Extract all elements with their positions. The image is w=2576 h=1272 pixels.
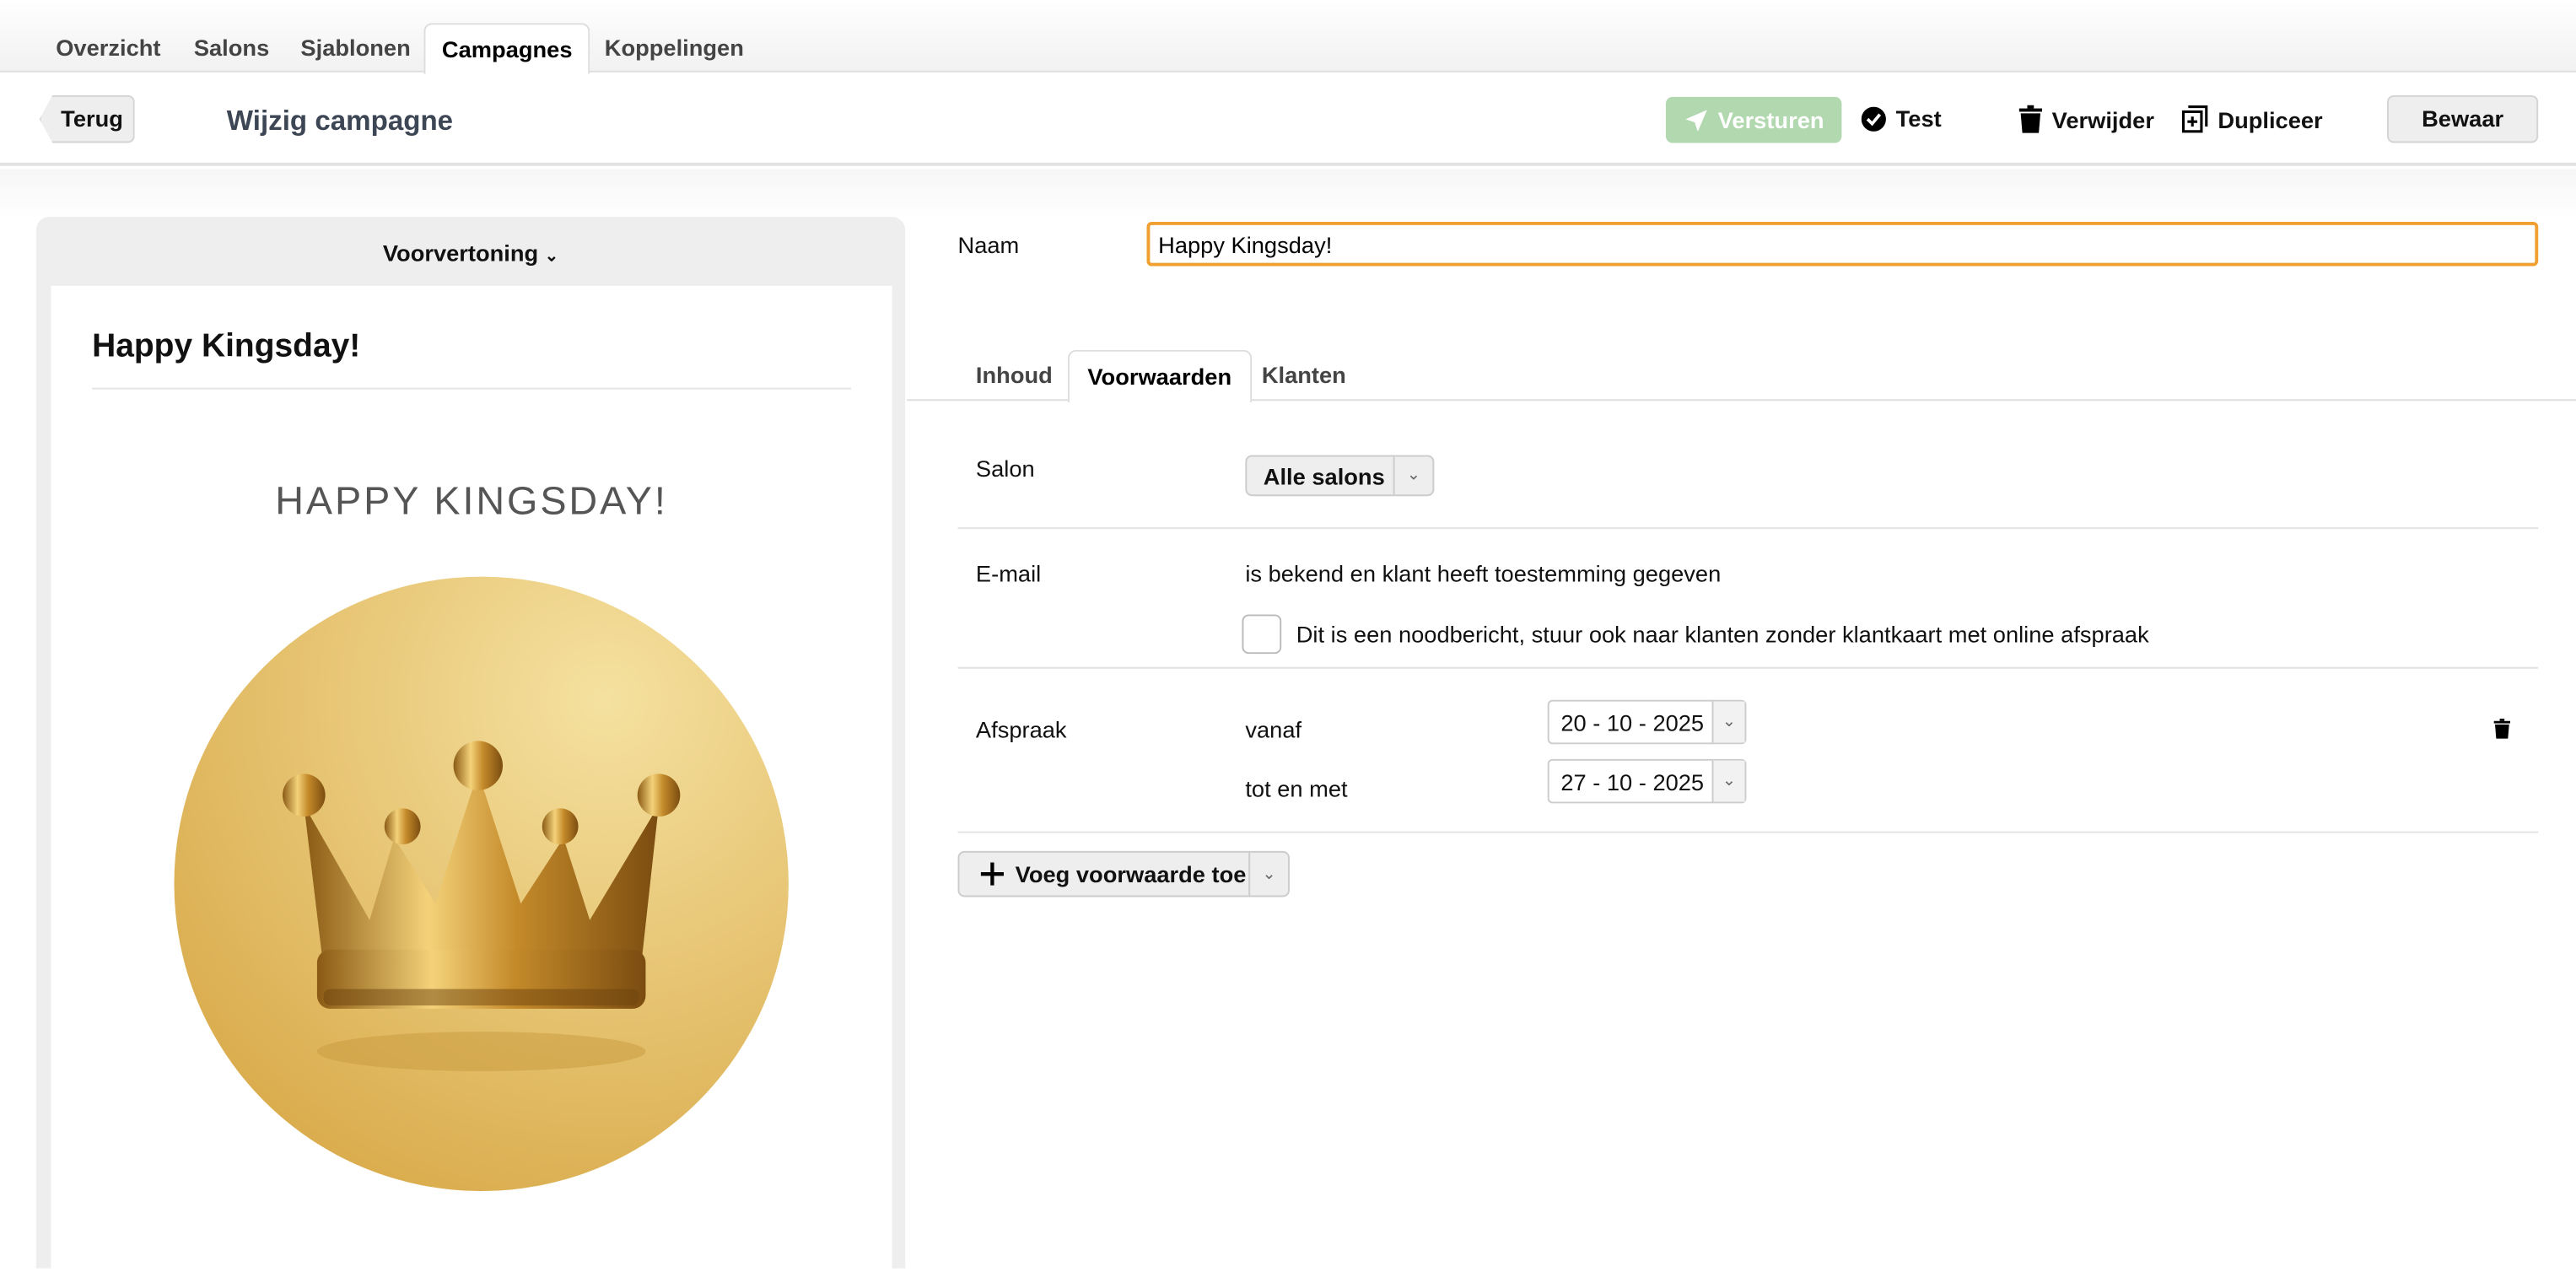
subtabs-border	[907, 399, 2576, 402]
chevron-down-icon[interactable]: ⌄	[1248, 852, 1288, 896]
check-circle-icon	[1861, 105, 1886, 131]
duplicate-label: Dupliceer	[2218, 105, 2323, 132]
plus-icon	[980, 862, 1005, 886]
nav-tab-sjablonen[interactable]: Sjablonen	[300, 34, 411, 62]
divider	[957, 527, 2539, 530]
chevron-down-icon: ⌄	[544, 248, 559, 267]
preview-toggle[interactable]: Voorvertoning ⌄	[36, 240, 905, 266]
tab-voorwaarden[interactable]: Voorwaarden	[1068, 349, 1252, 403]
from-date-input[interactable]: 20 - 10 - 2025 ⌄	[1547, 699, 1747, 745]
paper-plane-icon	[1684, 109, 1707, 131]
divider	[957, 666, 2539, 669]
salon-value: Alle salons	[1263, 462, 1385, 489]
top-nav: Overzicht Salons Sjablonen Campagnes Kop…	[0, 0, 2576, 74]
nav-tab-koppelingen[interactable]: Koppelingen	[604, 34, 744, 62]
nav-tab-overzicht[interactable]: Overzicht	[56, 34, 161, 62]
preview-heading: HAPPY KINGSDAY!	[275, 479, 668, 525]
chevron-down-icon: ⌄	[1393, 456, 1433, 495]
tab-inhoud[interactable]: Inhoud	[975, 361, 1053, 388]
salon-label: Salon	[975, 455, 1035, 482]
appointment-label: Afspraak	[975, 716, 1067, 743]
divider	[92, 387, 851, 390]
send-button[interactable]: Versturen	[1665, 96, 1842, 143]
nav-tab-salons[interactable]: Salons	[193, 34, 270, 62]
page-title: Wijzig campagne	[226, 105, 454, 137]
trash-icon	[2018, 105, 2042, 133]
preview-subject: Happy Kingsday!	[92, 328, 361, 365]
crown-image	[174, 576, 789, 1192]
trash-icon[interactable]	[2493, 718, 2511, 739]
email-condition-text: is bekend en klant heeft toestemming geg…	[1245, 560, 1722, 587]
chevron-down-icon[interactable]: ⌄	[1711, 701, 1745, 743]
page-header: Terug Wijzig campagne	[0, 73, 2576, 166]
header-shadow	[0, 169, 2576, 219]
tab-klanten[interactable]: Klanten	[1261, 361, 1346, 388]
test-label: Test	[1895, 105, 1942, 132]
preview-toggle-label: Voorvertoning	[382, 240, 539, 267]
duplicate-icon	[2181, 105, 2208, 133]
to-label: tot en met	[1245, 775, 1348, 802]
salon-select[interactable]: Alle salons ⌄	[1245, 455, 1435, 497]
add-condition-label: Voeg voorwaarde toe	[1015, 860, 1247, 887]
emergency-checkbox[interactable]	[1242, 614, 1282, 655]
emergency-label: Dit is een noodbericht, stuur ook naar k…	[1296, 621, 2149, 648]
send-label: Versturen	[1717, 106, 1824, 133]
chevron-down-icon[interactable]: ⌄	[1711, 760, 1745, 802]
save-button[interactable]: Bewaar	[2387, 94, 2539, 143]
to-date-input[interactable]: 27 - 10 - 2025 ⌄	[1547, 758, 1747, 804]
name-label: Naam	[957, 231, 1020, 258]
to-date-value: 27 - 10 - 2025	[1560, 768, 1705, 795]
duplicate-button[interactable]: Dupliceer	[2181, 105, 2323, 133]
email-preview: Happy Kingsday! HAPPY KINGSDAY!	[51, 285, 892, 1272]
delete-label: Verwijder	[2051, 105, 2154, 132]
divider	[957, 831, 2539, 833]
name-input[interactable]	[1146, 221, 2539, 267]
from-date-value: 20 - 10 - 2025	[1560, 709, 1705, 736]
nav-tab-campagnes[interactable]: Campagnes	[423, 23, 590, 74]
test-button[interactable]: Test	[1861, 105, 1942, 132]
from-label: vanaf	[1245, 716, 1302, 743]
delete-button[interactable]: Verwijder	[2018, 105, 2154, 133]
add-condition-button[interactable]: Voeg voorwaarde toe ⌄	[957, 850, 1290, 897]
email-label: E-mail	[975, 560, 1042, 587]
back-button[interactable]: Terug	[39, 94, 135, 143]
